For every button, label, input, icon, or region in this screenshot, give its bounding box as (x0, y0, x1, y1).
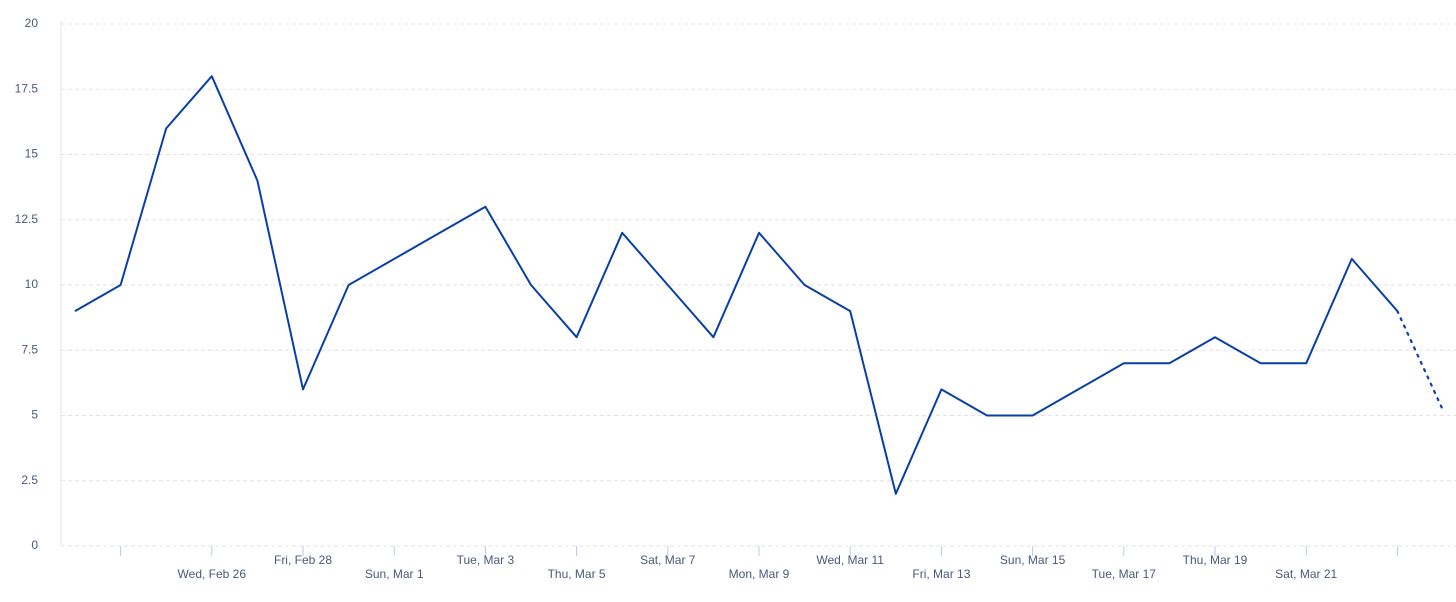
x-tick-label: Fri, Feb 28 (274, 553, 332, 567)
x-tick-label: Thu, Mar 19 (1183, 553, 1248, 567)
x-tick-label: Tue, Mar 17 (1092, 567, 1157, 581)
y-tick-label: 10 (25, 277, 39, 291)
projected-segment (1396, 310, 1445, 412)
y-tick-label: 7.5 (21, 342, 38, 356)
x-tick-label: Sat, Mar 21 (1275, 567, 1337, 581)
y-tick-label: 20 (25, 16, 39, 30)
y-tick-label: 17.5 (15, 81, 39, 95)
data-line (74, 75, 1399, 495)
y-tick-label: 12.5 (15, 212, 39, 226)
x-tick-label: Sun, Mar 1 (365, 567, 424, 581)
x-tick-label: Thu, Mar 5 (548, 567, 606, 581)
y-tick-label: 15 (25, 147, 39, 161)
y-tick-label: 5 (31, 408, 38, 422)
y-tick-label: 0 (31, 538, 38, 552)
x-tick-label: Wed, Feb 26 (178, 567, 247, 581)
x-tick-label: Wed, Mar 11 (816, 553, 884, 567)
x-tick-label: Sun, Mar 15 (1000, 553, 1066, 567)
x-tick-label: Tue, Mar 3 (457, 553, 515, 567)
x-tick-label: Fri, Mar 13 (912, 567, 970, 581)
x-tick-label: Mon, Mar 9 (729, 567, 790, 581)
y-tick-label: 2.5 (21, 473, 38, 487)
x-tick-label: Sat, Mar 7 (640, 553, 696, 567)
